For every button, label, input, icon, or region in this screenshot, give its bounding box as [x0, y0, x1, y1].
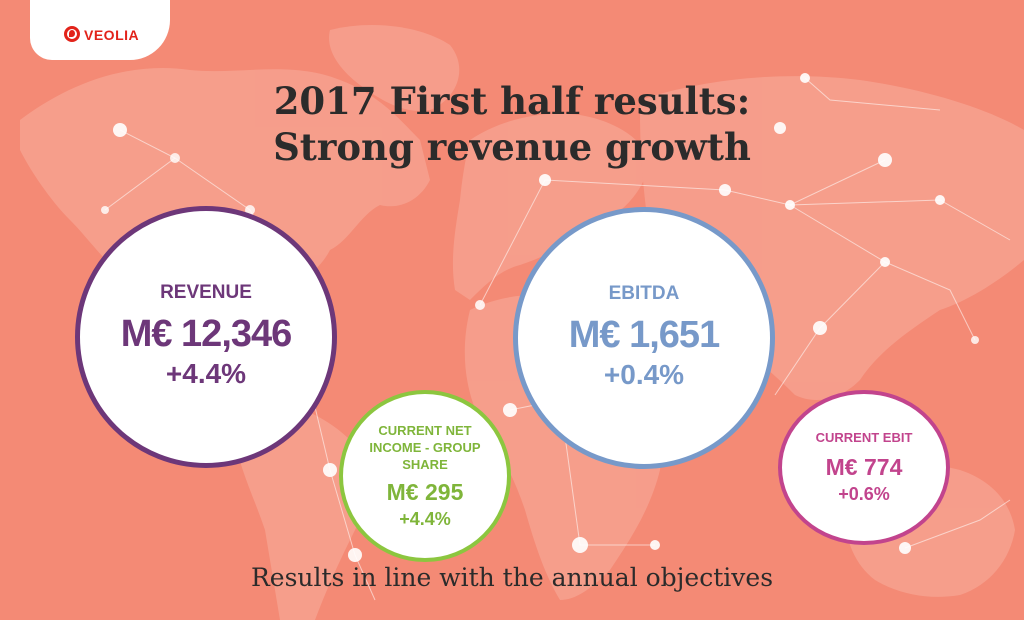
- title-line-1: 2017 First half results:: [273, 79, 751, 123]
- ebitda-circle: EBITDA M€ 1,651 +0.4%: [513, 207, 775, 469]
- network-node: [101, 206, 109, 214]
- network-node: [650, 540, 660, 550]
- network-node: [935, 195, 945, 205]
- subtitle: Results in line with the annual objectiv…: [250, 563, 774, 592]
- net-income-change: +4.4%: [399, 508, 451, 529]
- revenue-value: M€ 12,346: [120, 313, 293, 355]
- ebit-value: M€ 774: [825, 454, 903, 480]
- logo-text: VEOLIA: [84, 27, 140, 43]
- network-node: [572, 537, 588, 553]
- net-income-label-line-2: INCOME - GROUP: [369, 439, 481, 455]
- network-node: [774, 122, 786, 134]
- ebit-label: CURRENT EBIT: [815, 430, 913, 445]
- network-line: [884, 261, 976, 341]
- revenue-label: REVENUE: [160, 282, 252, 303]
- network-line: [804, 77, 941, 111]
- network-node: [878, 153, 892, 167]
- network-node: [475, 300, 485, 310]
- ebit-circle: CURRENT EBIT M€ 774 +0.6%: [778, 390, 950, 545]
- net-income-circle: CURRENT NET INCOME - GROUP SHARE M€ 295 …: [339, 390, 511, 562]
- network-line: [774, 204, 886, 396]
- ebitda-change: +0.4%: [603, 359, 685, 390]
- network-node: [348, 548, 362, 562]
- network-nodes: [101, 73, 979, 562]
- ebitda-label: EBITDA: [608, 283, 680, 304]
- network-node: [785, 200, 795, 210]
- veolia-drop-icon: [64, 26, 80, 42]
- network-node: [800, 73, 810, 83]
- network-node: [880, 257, 890, 267]
- greenland-shape: [329, 25, 460, 111]
- net-income-value: M€ 295: [386, 478, 464, 505]
- network-node: [813, 321, 827, 335]
- revenue-change: +4.4%: [165, 358, 247, 389]
- ebitda-value: M€ 1,651: [568, 314, 720, 356]
- network-node: [971, 336, 979, 344]
- network-node: [323, 463, 337, 477]
- network-node: [170, 153, 180, 163]
- network-line: [104, 157, 176, 211]
- page-title: 2017 First half results: Strong revenue …: [180, 78, 844, 170]
- network-node: [503, 403, 517, 417]
- network-node: [719, 184, 731, 196]
- network-line: [904, 499, 1011, 549]
- network-node: [113, 123, 127, 137]
- net-income-label-line-3: SHARE: [402, 456, 448, 472]
- revenue-circle: REVENUE M€ 12,346 +4.4%: [75, 206, 337, 468]
- network-node: [539, 174, 551, 186]
- logo-tab: VEOLIA: [30, 0, 170, 60]
- network-node: [899, 542, 911, 554]
- title-line-2: Strong revenue growth: [273, 125, 751, 169]
- ebit-change: +0.6%: [838, 484, 890, 504]
- net-income-label-line-1: CURRENT NET: [378, 422, 472, 438]
- europe-shape: [452, 113, 650, 300]
